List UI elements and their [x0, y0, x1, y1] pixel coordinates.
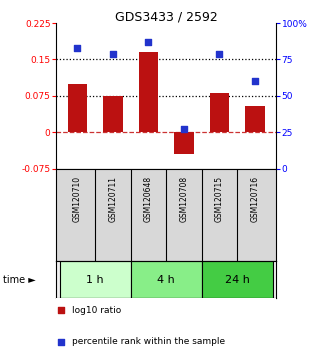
Text: GSM120710: GSM120710 [73, 176, 82, 222]
Text: GSM120715: GSM120715 [215, 176, 224, 222]
Text: 24 h: 24 h [225, 275, 249, 285]
Bar [60, 261, 131, 298]
Point [75, 45, 80, 51]
Bar [68, 84, 87, 132]
Point [252, 79, 257, 84]
Bar [131, 261, 202, 298]
Text: GSM120716: GSM120716 [250, 176, 259, 222]
Title: GDS3433 / 2592: GDS3433 / 2592 [115, 10, 218, 23]
Text: 1 h: 1 h [86, 275, 104, 285]
Bar [202, 261, 273, 298]
Text: GSM120708: GSM120708 [179, 176, 188, 222]
Bar [174, 132, 194, 154]
Point [146, 39, 151, 45]
Text: 4 h: 4 h [157, 275, 175, 285]
Bar [245, 105, 265, 132]
Text: GSM120711: GSM120711 [108, 176, 117, 222]
Bar [210, 93, 229, 132]
Text: percentile rank within the sample: percentile rank within the sample [72, 337, 225, 346]
Point [110, 51, 116, 56]
Text: log10 ratio: log10 ratio [72, 306, 121, 315]
Bar [103, 96, 123, 132]
Text: GSM120648: GSM120648 [144, 176, 153, 222]
Bar [139, 52, 158, 132]
Point [58, 339, 63, 344]
Point [217, 51, 222, 56]
Text: time ►: time ► [3, 275, 36, 285]
Point [58, 307, 63, 313]
Point [181, 126, 187, 132]
